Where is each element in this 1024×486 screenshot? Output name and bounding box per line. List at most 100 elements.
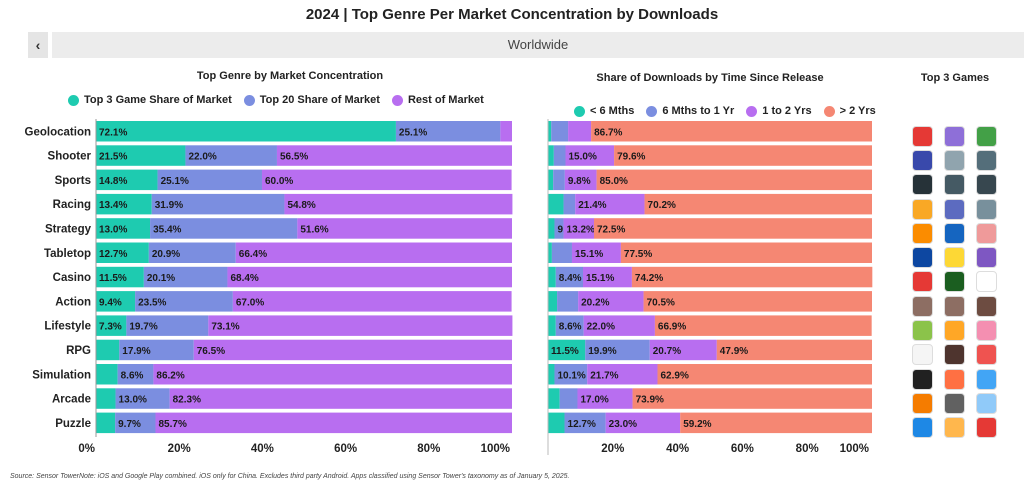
left-label-6-2: 68.4%	[230, 273, 258, 284]
legend-item-top20: Top 20 Share of Market	[243, 94, 380, 106]
right-label-6-2: 15.1%	[586, 273, 614, 284]
left-bar-9-1	[119, 339, 194, 361]
category-label-7: Action	[55, 296, 91, 308]
left-label-7-0: 9.4%	[99, 297, 122, 308]
game-icon[interactable]	[944, 198, 965, 220]
game-icon[interactable]	[976, 222, 997, 244]
game-icon[interactable]	[944, 271, 965, 293]
right-bar-8-1	[555, 315, 584, 336]
game-icon[interactable]	[976, 417, 997, 439]
game-icon[interactable]	[944, 344, 965, 366]
game-icon[interactable]	[944, 247, 965, 269]
right-label-9-2: 20.7%	[653, 346, 681, 357]
left-bar-4-2	[297, 218, 512, 239]
left-bar-0-0	[96, 121, 396, 142]
right-bar-3-3	[644, 193, 872, 215]
game-icon[interactable]	[976, 149, 997, 171]
right-bar-3-2	[575, 193, 645, 215]
right-bar-5-3	[620, 242, 872, 263]
game-icon[interactable]	[944, 417, 965, 439]
left-label-12-2: 85.7%	[158, 419, 186, 430]
game-icon[interactable]	[976, 320, 997, 342]
left-bar-4-1	[150, 218, 298, 239]
game-icon[interactable]	[912, 392, 933, 414]
right-bar-12-0	[548, 412, 565, 434]
left-label-11-2: 82.3%	[173, 395, 201, 406]
game-icon[interactable]	[976, 198, 997, 220]
right-label-9-3: 47.9%	[720, 346, 748, 357]
game-icon[interactable]	[944, 222, 965, 244]
left-bar-10-1	[117, 364, 154, 385]
game-icon[interactable]	[976, 295, 997, 317]
game-icon[interactable]	[912, 295, 933, 317]
game-icon[interactable]	[944, 125, 965, 147]
game-icon[interactable]	[944, 295, 965, 317]
category-label-11: Arcade	[52, 394, 91, 406]
game-icon[interactable]	[976, 247, 997, 269]
game-icon[interactable]	[912, 271, 933, 293]
right-label-10-2: 21.7%	[590, 370, 618, 381]
right-label-9-1: 19.9%	[588, 346, 616, 357]
right-bar-10-1	[554, 364, 588, 385]
left-bar-11-2	[169, 388, 512, 409]
category-label-9: RPG	[66, 345, 91, 357]
left-label-3-2: 54.8%	[287, 200, 315, 211]
game-icon[interactable]	[912, 149, 933, 171]
legend-label-1to2: 1 to 2 Yrs	[762, 105, 812, 117]
left-label-1-2: 56.5%	[280, 152, 308, 163]
game-icon[interactable]	[976, 368, 997, 390]
left-label-4-1: 35.4%	[153, 224, 181, 235]
left-label-4-2: 51.6%	[300, 224, 328, 235]
left-label-0-1: 25.1%	[399, 127, 427, 138]
left-bar-6-1	[143, 266, 228, 288]
game-icon[interactable]	[976, 344, 997, 366]
left-label-10-2: 86.2%	[156, 370, 184, 381]
game-icon[interactable]	[912, 368, 933, 390]
region-filter[interactable]: Worldwide	[52, 32, 1024, 58]
game-icon[interactable]	[912, 174, 933, 196]
left-label-10-1: 8.6%	[121, 370, 144, 381]
left-bar-6-2	[227, 266, 512, 288]
game-icon[interactable]	[944, 368, 965, 390]
left-bar-2-0	[96, 169, 158, 191]
left-bar-11-0	[96, 388, 116, 409]
right-bar-5-0	[548, 242, 552, 263]
category-label-0: Geolocation	[25, 126, 91, 138]
game-row-3	[912, 197, 1008, 221]
right-bar-4-0	[548, 218, 555, 239]
game-icon[interactable]	[912, 320, 933, 342]
right-bar-9-1	[585, 339, 650, 361]
left-label-0-0: 72.1%	[99, 127, 127, 138]
right-xtick-4: 100%	[840, 443, 869, 455]
game-icon[interactable]	[944, 320, 965, 342]
game-icon[interactable]	[976, 271, 997, 293]
right-label-5-2: 15.1%	[575, 249, 603, 260]
game-icon[interactable]	[976, 174, 997, 196]
game-icon[interactable]	[976, 125, 997, 147]
left-bar-4-0	[96, 218, 151, 239]
legend-item-lt6: < 6 Mths	[574, 105, 634, 117]
back-button[interactable]: ‹	[28, 32, 48, 58]
game-icon[interactable]	[912, 125, 933, 147]
left-bar-0-2	[500, 121, 512, 142]
game-icon[interactable]	[912, 198, 933, 220]
right-label-10-3: 62.9%	[661, 370, 689, 381]
game-row-11	[912, 391, 1008, 415]
game-icon[interactable]	[912, 344, 933, 366]
right-bar-7-1	[557, 291, 579, 312]
right-label-7-3: 70.5%	[647, 297, 675, 308]
left-bar-1-0	[96, 145, 186, 166]
left-label-8-2: 73.1%	[211, 322, 239, 333]
game-icon[interactable]	[912, 417, 933, 439]
left-legend: Top 3 Game Share of Market Top 20 Share …	[68, 94, 496, 106]
category-label-2: Sports	[55, 175, 91, 187]
game-icon[interactable]	[944, 392, 965, 414]
game-icon[interactable]	[944, 174, 965, 196]
right-label-8-2: 22.0%	[587, 322, 615, 333]
game-icon[interactable]	[912, 222, 933, 244]
legend-label-gt2: > 2 Yrs	[839, 105, 876, 117]
game-icon[interactable]	[976, 392, 997, 414]
left-bar-2-1	[157, 169, 262, 191]
game-icon[interactable]	[944, 149, 965, 171]
game-icon[interactable]	[912, 247, 933, 269]
